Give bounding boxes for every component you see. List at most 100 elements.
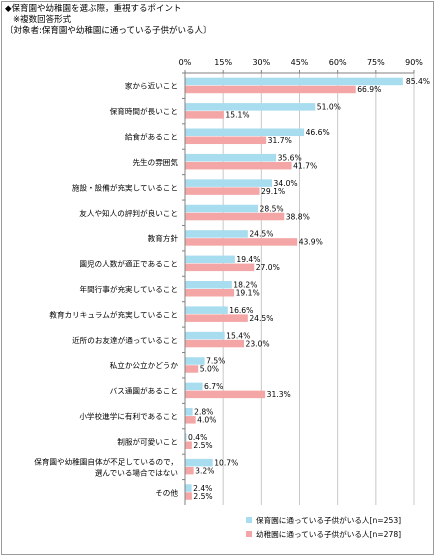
legend-label: 保育園に通っている子供がいる人[n=253] [256, 515, 401, 525]
chart-title: ◆保育園や幼稚園を選ぶ際，重視するポイント [5, 4, 182, 14]
x-tick-label: 15% [214, 58, 232, 67]
category-label: 年間行事が充実していること [80, 284, 179, 294]
data-label: 6.7% [204, 382, 223, 391]
category-label: 小学校進学に有利であること [79, 411, 178, 421]
category-label: 友人や知人の評判が良いこと [79, 208, 178, 218]
data-label: 27.0% [256, 263, 280, 272]
data-label: 41.7% [293, 161, 317, 170]
x-tick-label: 90% [405, 58, 423, 67]
bar-yochien [185, 314, 248, 322]
bar-hoikuen [185, 153, 277, 162]
bar-yochien [185, 492, 192, 500]
bar-hoikuen [185, 77, 403, 86]
legend-label: 幼稚園に通っている子供がいる人[n=278] [256, 529, 401, 539]
data-label: 31.7% [268, 136, 292, 145]
category-label: 教育方針 [148, 233, 179, 243]
bar-yochien [185, 289, 235, 297]
bar-hoikuen [185, 331, 225, 340]
bar-yochien [185, 416, 196, 424]
data-label: 43.9% [299, 238, 323, 247]
x-tick-label: 30% [252, 58, 270, 67]
bar-yochien [185, 365, 199, 373]
x-tick-label: 0% [179, 58, 192, 67]
chart-header: ◆保育園や幼稚園を選ぶ際，重視するポイント ※複数回答形式 〔対象者:保育園や幼… [5, 4, 211, 37]
bar-hoikuen [185, 128, 305, 137]
data-label: 18.2% [233, 281, 257, 290]
data-label: 66.9% [357, 85, 381, 94]
bar-hoikuen [185, 357, 205, 365]
category-label: 私立か公立かどうか [110, 360, 179, 370]
data-label: 19.1% [236, 289, 260, 298]
category-label: 園児の人数が適正であること [79, 259, 178, 269]
data-label: 2.5% [193, 492, 212, 501]
data-label: 35.6% [278, 153, 302, 162]
data-label: 85.4% [406, 77, 430, 86]
data-label: 28.5% [260, 204, 284, 213]
category-label: 保育園や幼稚園自体が不足しているので， [34, 456, 178, 466]
bar-yochien [185, 339, 245, 348]
bar-hoikuen [185, 255, 235, 264]
category-label: 教育カリキュラムが充実していること [49, 309, 178, 319]
category-label: 近所のお友達が通っていること [72, 335, 178, 345]
bar-yochien [185, 212, 285, 221]
bar-yochien [185, 111, 224, 119]
data-label: 5.0% [200, 365, 219, 374]
bar-hoikuen [185, 484, 192, 492]
chart-subject: 〔対象者:保育園や幼稚園に通っている子供がいる人〕 [5, 26, 212, 36]
data-label: 15.4% [226, 331, 250, 340]
category-label: 選んでいる場合ではない [95, 467, 178, 477]
data-label: 31.3% [267, 390, 291, 399]
category-label: 家から近いこと [125, 81, 178, 91]
bar-hoikuen [185, 408, 193, 416]
data-label: 23.0% [246, 339, 270, 348]
category-label: バス通園があること [110, 386, 178, 396]
data-label: 34.0% [274, 179, 298, 188]
bar-hoikuen [185, 179, 273, 187]
bar-hoikuen [185, 204, 259, 213]
data-label: 2.4% [193, 484, 212, 493]
data-label: 24.5% [249, 314, 273, 323]
data-label: 29.1% [261, 187, 285, 196]
x-tick-label: 60% [329, 58, 347, 67]
bar-hoikuen [185, 281, 232, 289]
data-label: 2.5% [193, 441, 212, 450]
data-label: 46.6% [306, 128, 330, 137]
bar-yochien [185, 85, 356, 94]
chart-note: ※複数回答形式 [13, 15, 72, 25]
category-label: 先生の雰囲気 [132, 157, 178, 167]
bar-hoikuen [185, 382, 203, 391]
bar-yochien [185, 136, 267, 145]
legend-swatch-hoikuen [246, 517, 252, 523]
data-label: 38.8% [286, 212, 310, 221]
data-label: 16.6% [229, 306, 253, 315]
bar-hoikuen [185, 306, 228, 314]
category-label: 保育時間が長いこと [110, 106, 178, 116]
category-label: 給食があること [125, 132, 178, 142]
bar-hoikuen [185, 103, 316, 111]
data-label: 10.7% [214, 458, 238, 467]
bar-yochien [185, 390, 266, 399]
data-label: 15.1% [225, 111, 249, 120]
category-label: 制服が可愛いこと [117, 436, 178, 446]
data-label: 2.8% [194, 408, 213, 417]
bar-yochien [185, 466, 194, 475]
legend-swatch-yochien [246, 531, 252, 537]
data-label: 19.4% [236, 255, 260, 264]
bar-yochien [185, 238, 298, 246]
bar-hoikuen [185, 433, 187, 441]
category-label: 施設・設備が充実していること [72, 182, 178, 192]
bar-yochien [185, 161, 292, 170]
bar-hoikuen [185, 230, 248, 238]
data-label: 0.4% [188, 433, 207, 442]
bar-yochien [185, 263, 255, 272]
data-label: 24.5% [249, 230, 273, 239]
x-tick-label: 75% [367, 58, 385, 67]
category-label: その他 [155, 487, 178, 497]
data-label: 4.0% [197, 416, 216, 425]
x-tick-label: 45% [291, 58, 309, 67]
data-label: 7.5% [206, 357, 225, 366]
bar-hoikuen [185, 458, 213, 467]
bar-yochien [185, 187, 260, 195]
